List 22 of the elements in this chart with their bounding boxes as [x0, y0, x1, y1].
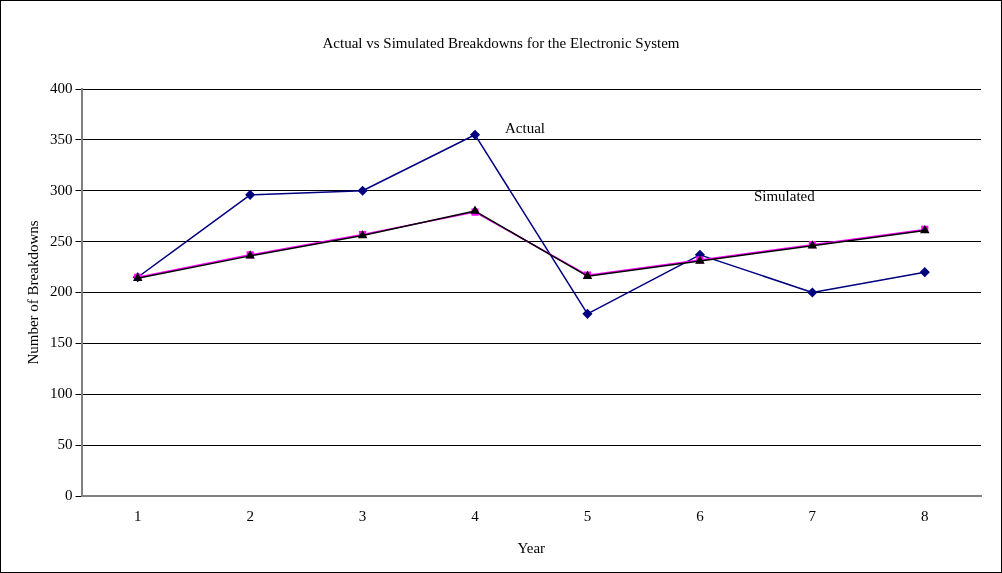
x-tick-label: 2 [246, 507, 254, 524]
y-tick-label: 350 [50, 130, 73, 147]
x-tick-label: 4 [471, 507, 480, 524]
y-tick-label: 150 [50, 334, 73, 351]
y-tick-label: 100 [50, 385, 73, 402]
series-label: Actual [505, 119, 546, 136]
x-tick-label: 8 [921, 507, 929, 524]
x-tick-label: 3 [358, 507, 367, 524]
y-tick-label: 0 [65, 486, 73, 503]
y-tick-label: 50 [57, 436, 73, 453]
text: Simulated [753, 187, 816, 204]
x-tick-label: 1 [133, 507, 142, 524]
y-tick-label: 300 [50, 181, 73, 198]
x-tick-label: 5 [583, 507, 592, 524]
y-tick-label: 250 [50, 232, 73, 249]
y-tick-label: 200 [50, 283, 73, 300]
y-tick-label: 400 [50, 79, 73, 96]
chart-title: Actual vs Simulated Breakdowns for the Electronic System [322, 34, 680, 51]
x-tick-label: 6 [696, 507, 705, 524]
x-tick-label: 7 [808, 507, 817, 524]
x-axis-title: Year [517, 539, 546, 556]
y-axis-title: Number of Breakdowns [24, 220, 41, 365]
